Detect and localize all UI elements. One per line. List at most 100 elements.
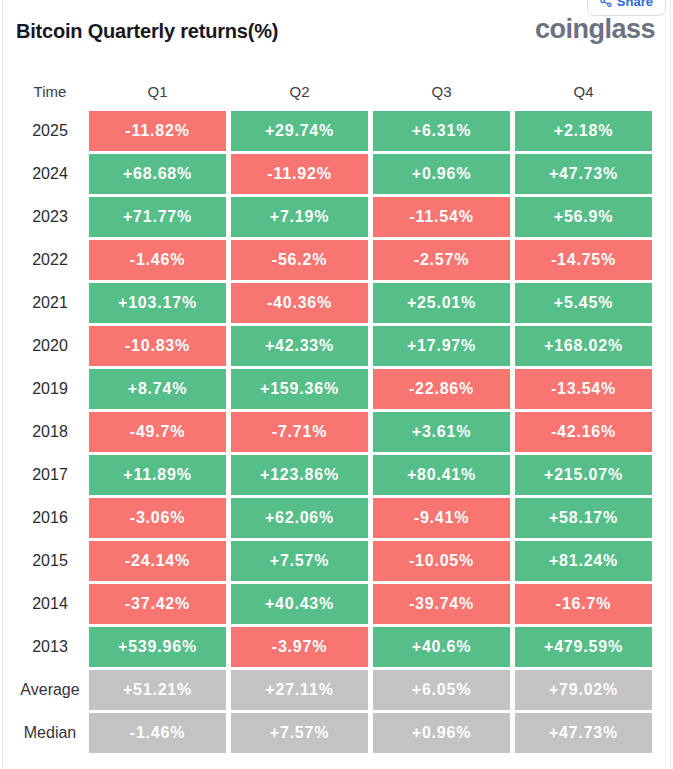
table-row: 2019+8.74%+159.36%-22.86%-13.54% bbox=[16, 369, 657, 409]
return-cell: -24.14% bbox=[89, 541, 226, 581]
return-cell: -49.7% bbox=[89, 412, 226, 452]
return-cell: +80.41% bbox=[373, 455, 510, 495]
return-cell: +2.18% bbox=[515, 111, 652, 151]
page-title: Bitcoin Quarterly returns(%) bbox=[16, 20, 278, 43]
row-label: 2020 bbox=[16, 326, 84, 366]
return-cell: +47.73% bbox=[515, 154, 652, 194]
row-label: 2017 bbox=[16, 455, 84, 495]
return-cell: -37.42% bbox=[89, 584, 226, 624]
return-cell: -16.7% bbox=[515, 584, 652, 624]
return-cell: -56.2% bbox=[231, 240, 368, 280]
return-cell: -11.82% bbox=[89, 111, 226, 151]
row-label: 2015 bbox=[16, 541, 84, 581]
return-cell: -1.46% bbox=[89, 240, 226, 280]
row-label: Average bbox=[16, 670, 84, 710]
row-label: 2022 bbox=[16, 240, 84, 280]
return-cell: +62.06% bbox=[231, 498, 368, 538]
return-cell: -40.36% bbox=[231, 283, 368, 323]
return-cell: +40.43% bbox=[231, 584, 368, 624]
table-row: 2014-37.42%+40.43%-39.74%-16.7% bbox=[16, 584, 657, 624]
return-cell: -10.83% bbox=[89, 326, 226, 366]
return-cell: +71.77% bbox=[89, 197, 226, 237]
return-cell: -42.16% bbox=[515, 412, 652, 452]
return-cell: -2.57% bbox=[373, 240, 510, 280]
return-cell: +81.24% bbox=[515, 541, 652, 581]
table-row: 2015-24.14%+7.57%-10.05%+81.24% bbox=[16, 541, 657, 581]
row-label: 2019 bbox=[16, 369, 84, 409]
return-cell: -11.54% bbox=[373, 197, 510, 237]
return-cell: +539.96% bbox=[89, 627, 226, 667]
return-cell: -3.06% bbox=[89, 498, 226, 538]
column-header-time: Time bbox=[16, 72, 84, 111]
return-cell: +25.01% bbox=[373, 283, 510, 323]
table-row: 2020-10.83%+42.33%+17.97%+168.02% bbox=[16, 326, 657, 366]
return-cell: -7.71% bbox=[231, 412, 368, 452]
table-row: 2022-1.46%-56.2%-2.57%-14.75% bbox=[16, 240, 657, 280]
return-cell: -9.41% bbox=[373, 498, 510, 538]
return-cell: +8.74% bbox=[89, 369, 226, 409]
return-cell: +3.61% bbox=[373, 412, 510, 452]
return-cell: +6.31% bbox=[373, 111, 510, 151]
return-cell: +215.07% bbox=[515, 455, 652, 495]
row-label: 2016 bbox=[16, 498, 84, 538]
return-cell: +56.9% bbox=[515, 197, 652, 237]
return-cell: +42.33% bbox=[231, 326, 368, 366]
table-row: Average+51.21%+27.11%+6.05%+79.02% bbox=[16, 670, 657, 710]
return-cell: +0.96% bbox=[373, 154, 510, 194]
return-cell: -39.74% bbox=[373, 584, 510, 624]
return-cell: +7.19% bbox=[231, 197, 368, 237]
return-cell: +11.89% bbox=[89, 455, 226, 495]
return-cell: +159.36% bbox=[231, 369, 368, 409]
table-row: 2013+539.96%-3.97%+40.6%+479.59% bbox=[16, 627, 657, 667]
table-row: 2016-3.06%+62.06%-9.41%+58.17% bbox=[16, 498, 657, 538]
return-cell: -13.54% bbox=[515, 369, 652, 409]
return-cell: +168.02% bbox=[515, 326, 652, 366]
table-row: Median-1.46%+7.57%+0.96%+47.73% bbox=[16, 713, 657, 753]
table-row: 2023+71.77%+7.19%-11.54%+56.9% bbox=[16, 197, 657, 237]
share-button-label: Share bbox=[617, 0, 653, 9]
share-icon bbox=[600, 0, 612, 7]
row-label: Median bbox=[16, 713, 84, 753]
quarterly-returns-table: TimeQ1Q2Q3Q4 2025-11.82%+29.74%+6.31%+2.… bbox=[16, 72, 657, 756]
return-cell: +47.73% bbox=[515, 713, 652, 753]
column-header-q4: Q4 bbox=[515, 72, 652, 111]
column-header-q1: Q1 bbox=[89, 72, 226, 111]
row-label: 2014 bbox=[16, 584, 84, 624]
return-cell: +58.17% bbox=[515, 498, 652, 538]
return-cell: -3.97% bbox=[231, 627, 368, 667]
return-cell: -14.75% bbox=[515, 240, 652, 280]
row-label: 2013 bbox=[16, 627, 84, 667]
return-cell: +7.57% bbox=[231, 541, 368, 581]
row-label: 2024 bbox=[16, 154, 84, 194]
table-row: 2021+103.17%-40.36%+25.01%+5.45% bbox=[16, 283, 657, 323]
return-cell: +6.05% bbox=[373, 670, 510, 710]
return-cell: +7.57% bbox=[231, 713, 368, 753]
return-cell: +40.6% bbox=[373, 627, 510, 667]
table-row: 2017+11.89%+123.86%+80.41%+215.07% bbox=[16, 455, 657, 495]
row-label: 2021 bbox=[16, 283, 84, 323]
row-label: 2023 bbox=[16, 197, 84, 237]
return-cell: -11.92% bbox=[231, 154, 368, 194]
return-cell: +479.59% bbox=[515, 627, 652, 667]
table-row: 2018-49.7%-7.71%+3.61%-42.16% bbox=[16, 412, 657, 452]
return-cell: +103.17% bbox=[89, 283, 226, 323]
column-header-q2: Q2 bbox=[231, 72, 368, 111]
table-row: 2024+68.68%-11.92%+0.96%+47.73% bbox=[16, 154, 657, 194]
table-header-row: TimeQ1Q2Q3Q4 bbox=[16, 72, 657, 111]
return-cell: -10.05% bbox=[373, 541, 510, 581]
return-cell: +29.74% bbox=[231, 111, 368, 151]
return-cell: +79.02% bbox=[515, 670, 652, 710]
row-label: 2018 bbox=[16, 412, 84, 452]
return-cell: -22.86% bbox=[373, 369, 510, 409]
return-cell: +123.86% bbox=[231, 455, 368, 495]
return-cell: +27.11% bbox=[231, 670, 368, 710]
row-label: 2025 bbox=[16, 111, 84, 151]
table-row: 2025-11.82%+29.74%+6.31%+2.18% bbox=[16, 111, 657, 151]
return-cell: +68.68% bbox=[89, 154, 226, 194]
return-cell: -1.46% bbox=[89, 713, 226, 753]
column-header-q3: Q3 bbox=[373, 72, 510, 111]
coinglass-logo: coinglass bbox=[535, 14, 655, 45]
return-cell: +0.96% bbox=[373, 713, 510, 753]
return-cell: +5.45% bbox=[515, 283, 652, 323]
return-cell: +17.97% bbox=[373, 326, 510, 366]
